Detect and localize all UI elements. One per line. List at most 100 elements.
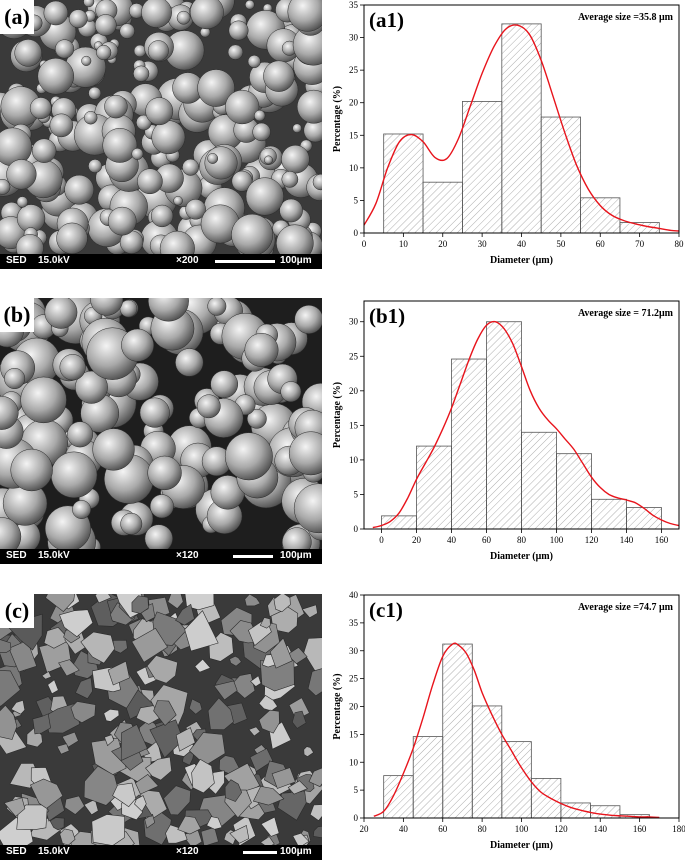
scale-text: 100μm	[280, 846, 312, 857]
particle	[176, 10, 191, 25]
particle	[271, 767, 296, 789]
particle	[72, 500, 91, 519]
chart-panel-label: (c1)	[369, 598, 403, 622]
particle	[229, 825, 250, 844]
y-tick-label: 30	[349, 317, 359, 327]
particle	[29, 97, 52, 120]
x-tick-label: 10	[399, 239, 409, 249]
particle	[167, 594, 184, 610]
particle	[148, 298, 189, 322]
y-tick-label: 5	[354, 489, 359, 499]
particle	[94, 594, 112, 604]
particle	[144, 524, 173, 549]
chart-panel-label: (b1)	[369, 304, 405, 328]
particle	[146, 655, 178, 684]
particle	[88, 159, 103, 173]
y-tick-label: 10	[349, 163, 359, 173]
particle	[141, 0, 172, 28]
particle	[83, 110, 98, 125]
particle	[0, 396, 19, 430]
particle	[120, 512, 143, 535]
particle	[189, 0, 224, 30]
x-axis-title: Diameter (μm)	[490, 255, 553, 266]
particle	[83, 798, 99, 816]
y-tick-label: 5	[354, 195, 359, 205]
particle	[175, 348, 204, 377]
sem-texture	[0, 298, 322, 549]
particle	[280, 381, 302, 403]
y-tick-label: 40	[349, 590, 359, 600]
particle	[107, 206, 137, 236]
y-axis-title: Percentage (%)	[332, 382, 343, 448]
magnification-text: ×120	[176, 550, 199, 561]
particle	[131, 595, 149, 614]
particle	[307, 668, 322, 697]
particle	[56, 743, 70, 755]
x-tick-label: 80	[478, 824, 488, 834]
sem-panel-label: (a)	[0, 0, 34, 34]
particle	[0, 704, 18, 740]
particle	[50, 451, 98, 499]
x-tick-label: 100	[550, 535, 564, 545]
x-tick-label: 60	[596, 239, 606, 249]
particle	[249, 748, 274, 772]
histogram-bar	[626, 507, 662, 530]
histogram-a1: 0 10 20 30 40 50 60 70 80 0 5 10 15 20 25 30 35 Diameter …	[322, 0, 685, 275]
particle	[55, 39, 75, 59]
voltage-text: 15.0kV	[38, 255, 70, 266]
x-tick-label: 120	[554, 824, 568, 834]
histogram-bar	[383, 775, 414, 819]
average-size-annotation: Average size = 71.2μm	[578, 308, 674, 319]
histogram-chart: 0 20 40 60 80 100 120 140 160 0 5 10 15 20 25 30 Diamete…	[332, 300, 680, 562]
particle	[294, 305, 322, 334]
particle	[43, 0, 69, 26]
x-tick-label: 180	[672, 824, 685, 834]
particle	[75, 677, 93, 700]
histogram-bar	[412, 736, 444, 819]
x-tick-label: 40	[447, 535, 457, 545]
particle	[282, 527, 312, 549]
particle	[173, 196, 183, 206]
x-tick-label: 0	[379, 535, 384, 545]
sem-info-bar: SED 15.0kV ×120 100μm	[0, 549, 322, 564]
particle	[104, 94, 128, 119]
particle	[210, 370, 239, 399]
particle	[244, 332, 279, 367]
histogram-bar	[530, 778, 562, 819]
y-tick-label: 30	[349, 33, 359, 43]
y-tick-label: 30	[349, 646, 359, 656]
particle	[287, 780, 308, 795]
particle	[31, 138, 57, 163]
particle	[94, 14, 117, 36]
sem-panel-label: (b)	[0, 298, 34, 332]
particle	[231, 170, 253, 192]
particle	[184, 610, 219, 652]
histogram-bar	[540, 116, 581, 234]
detector-text: SED	[6, 846, 27, 857]
x-tick-label: 70	[635, 239, 645, 249]
particle	[244, 594, 261, 607]
sem-image-b: (b) SED 15.0kV ×120 100μm	[0, 298, 322, 564]
fit-curve	[372, 320, 680, 529]
scale-bar	[243, 851, 277, 854]
histogram-bar	[591, 498, 627, 530]
particle	[15, 234, 44, 254]
particle	[44, 298, 78, 329]
particle	[149, 719, 184, 759]
particle	[228, 20, 249, 41]
particle	[288, 431, 322, 476]
histogram-bar	[383, 133, 424, 234]
particle	[59, 609, 94, 638]
y-tick-label: 25	[349, 674, 359, 684]
x-tick-label: 120	[585, 535, 599, 545]
y-axis-title: Percentage (%)	[332, 673, 343, 739]
particle	[200, 826, 219, 845]
particle	[74, 370, 108, 404]
particle	[45, 594, 76, 613]
particle	[281, 170, 299, 188]
histogram-b1: 0 20 40 60 80 100 120 140 160 0 5 10 15 20 25 30 Diamete…	[322, 296, 685, 571]
x-tick-label: 160	[655, 535, 669, 545]
particle	[291, 710, 307, 729]
particle	[137, 168, 163, 195]
histogram-bar	[501, 741, 532, 819]
